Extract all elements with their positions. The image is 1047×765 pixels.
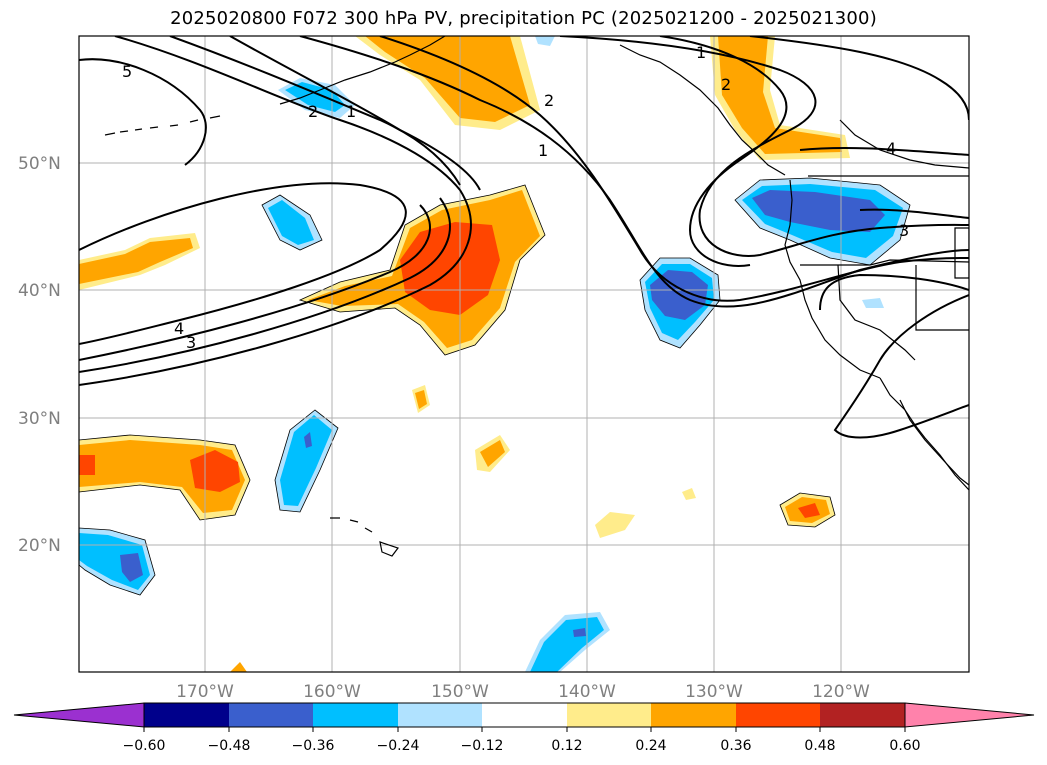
pv-contour: [79, 197, 451, 373]
pv-contour: [859, 208, 969, 219]
contour-label: 2: [308, 102, 318, 121]
contour-label: 2: [544, 91, 554, 110]
precip-negative-area: [573, 628, 586, 637]
colorbar-extend-min: [13, 702, 145, 728]
contour-label: 5: [122, 62, 132, 81]
colorbar-segment: [736, 703, 820, 727]
precip-negative-area: [535, 36, 555, 46]
longitude-labels: 170°W 160°W 150°W 140°W 130°W 120°W: [176, 682, 870, 702]
precip-positive-area: [718, 36, 842, 154]
pv-contour: [79, 182, 407, 345]
pv-contour: [559, 36, 969, 257]
precip-positive-area: [365, 36, 530, 122]
pv-contour: [169, 36, 461, 186]
precip-positive-area: [480, 440, 505, 467]
precip-outline: [79, 177, 911, 596]
lat-label: 50°N: [18, 154, 61, 174]
colorbar: −0.60 −0.48 −0.36 −0.24 −0.12 0.12 0.24 …: [13, 702, 1035, 754]
precip-positive-area: [190, 450, 240, 492]
chart-title: 2025020800 F072 300 hPa PV, precipitatio…: [170, 8, 877, 29]
map-background: [79, 36, 969, 672]
colorbar-segment: [313, 703, 398, 727]
precip-negative-area: [268, 200, 314, 245]
colorbar-frame: [143, 702, 906, 728]
pv-contour: [229, 36, 481, 191]
colorbar-tick-label: 0.36: [720, 738, 751, 754]
contour-label: 4: [886, 139, 896, 158]
colorbar-segment: [482, 703, 567, 727]
colorbar-segment: [144, 703, 229, 727]
precip-positive-area: [682, 488, 696, 500]
colorbar-tick-label: −0.12: [461, 738, 504, 754]
contour-label: 1: [538, 141, 548, 160]
pv-contour: [749, 36, 969, 121]
contour-label: 3: [186, 333, 196, 352]
colorbar-tick-label: 0.60: [889, 738, 920, 754]
precip-negative-area: [120, 553, 143, 582]
pv-contour: [79, 189, 472, 386]
contour-label: 3: [899, 221, 909, 240]
contour-labels: 5 2 1 2 1 1 2 4 4 3 3: [122, 43, 909, 352]
lat-label: 40°N: [18, 281, 61, 301]
precip-negative-area: [530, 617, 604, 672]
graticule: [79, 36, 969, 672]
lon-label: 170°W: [176, 682, 234, 702]
precip-negative-area: [752, 190, 885, 232]
contour-label: 2: [721, 75, 731, 94]
pv-contours: [79, 36, 969, 439]
colorbar-segment: [567, 703, 651, 727]
lat-label: 30°N: [18, 409, 61, 429]
precip-negative-area: [304, 432, 312, 448]
colorbar-segment: [229, 703, 313, 727]
colorbar-segment: [820, 703, 905, 727]
precip-positive-area: [415, 390, 427, 409]
pv-contour: [799, 146, 969, 156]
precip-positive-area: [798, 503, 820, 518]
colorbar-tick-label: 0.12: [551, 738, 582, 754]
colorbar-tick-label: −0.60: [123, 738, 166, 754]
precip-negative-area: [280, 415, 332, 506]
lon-label: 140°W: [558, 682, 616, 702]
precip-positive-area: [79, 455, 95, 475]
colorbar-tick-label: 0.24: [635, 738, 666, 754]
pv-contour: [659, 36, 788, 267]
precip-positive-area: [230, 662, 247, 672]
lon-label: 120°W: [812, 682, 870, 702]
pv-contour: [79, 204, 431, 361]
precip-negative-area: [862, 298, 884, 308]
precip-positive-area: [79, 238, 193, 284]
colorbar-ticks: [143, 727, 906, 732]
precip-positive-area: [595, 512, 635, 538]
colorbar-extend-max: [904, 702, 1035, 728]
lon-label: 130°W: [685, 682, 743, 702]
lon-label: 150°W: [431, 682, 489, 702]
pv-contour-1: [379, 36, 969, 302]
pv-contour: [114, 36, 461, 191]
precip-shading: [79, 36, 910, 672]
lat-label: 20°N: [18, 536, 61, 556]
contour-label: 1: [346, 102, 356, 121]
pv-contour-5: [79, 58, 207, 166]
lon-label: 160°W: [303, 682, 361, 702]
contour-label: 1: [696, 43, 706, 62]
map-frame: [78, 35, 970, 673]
pv-contour: [819, 273, 969, 311]
colorbar-tick-label: −0.48: [208, 738, 251, 754]
colorbar-segment: [398, 703, 482, 727]
colorbar-tick-label: −0.24: [377, 738, 420, 754]
colorbar-segment: [651, 703, 736, 727]
pv-contour: [833, 294, 969, 439]
colorbar-tick-label: −0.36: [292, 738, 335, 754]
contour-label: 4: [174, 319, 184, 338]
latitude-labels: 50°N 40°N 30°N 20°N: [18, 154, 61, 556]
colorbar-tick-label: 0.48: [804, 738, 835, 754]
